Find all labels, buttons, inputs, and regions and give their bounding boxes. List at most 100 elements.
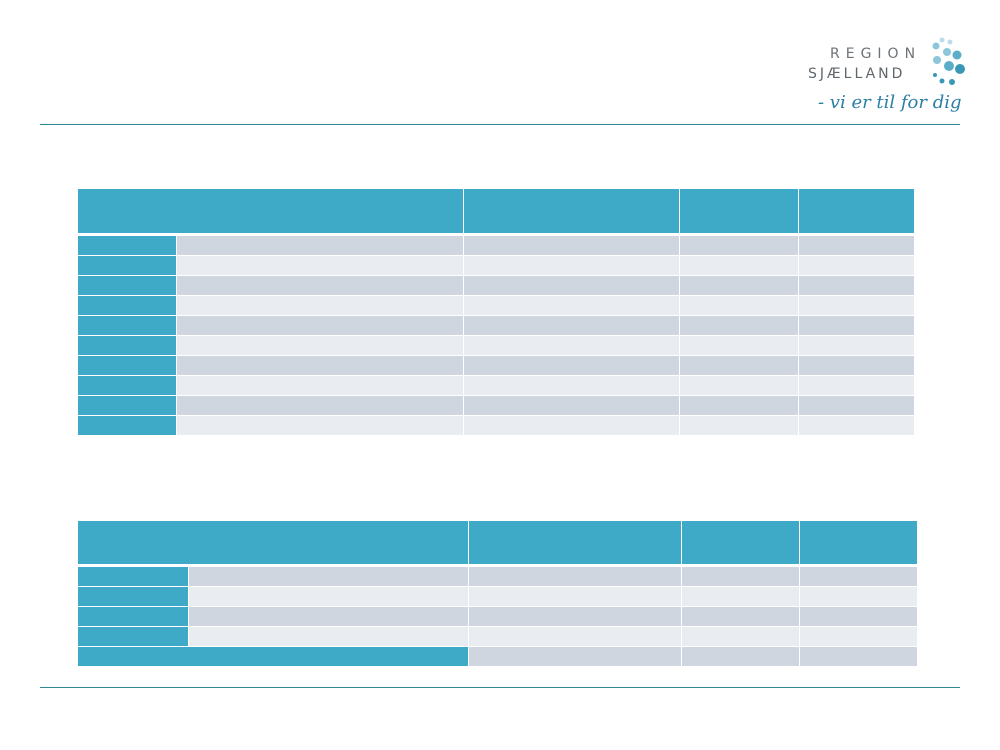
table-cell (463, 375, 680, 396)
table-cell (463, 415, 680, 436)
table-cell (681, 586, 800, 607)
table-cell (798, 234, 915, 256)
total-label-cell (78, 646, 469, 667)
row-label-cell (78, 395, 177, 416)
table-cell (799, 606, 918, 627)
table-cell (188, 586, 469, 607)
table-cell (176, 395, 464, 416)
table-cell (468, 646, 682, 667)
table-cell (679, 234, 799, 256)
header-cell (78, 189, 464, 236)
row-label-cell (78, 234, 177, 256)
table-cell (679, 295, 799, 316)
table-cell (176, 295, 464, 316)
table-cell (799, 646, 918, 667)
table-cell (176, 234, 464, 256)
row-label-cell (78, 335, 177, 356)
table-row (78, 315, 915, 336)
table-cell (679, 315, 799, 336)
row-label-cell (78, 415, 177, 436)
table-cell (798, 335, 915, 356)
table-row (78, 234, 915, 256)
logo-dot (955, 64, 965, 74)
region-sjaelland-logo: REGION SJÆLLAND - vi er til for dig (800, 36, 970, 126)
table-cell (679, 395, 799, 416)
table-cell (681, 565, 800, 587)
logo-dot (952, 50, 962, 60)
table-row (78, 415, 915, 436)
row-label-cell (78, 626, 189, 647)
table-cell (468, 565, 682, 587)
header-cell (798, 189, 915, 236)
table-cell (463, 335, 680, 356)
table-row (78, 395, 915, 416)
table-row (78, 586, 918, 607)
table-cell (681, 646, 800, 667)
table-row (78, 606, 918, 627)
row-label-cell (78, 355, 177, 376)
table-cell (176, 355, 464, 376)
table-cell (798, 355, 915, 376)
table-row (78, 355, 915, 376)
table-cell (176, 335, 464, 356)
table-row (78, 565, 918, 587)
table-cell (188, 606, 469, 627)
row-label-cell (78, 275, 177, 296)
table-cell (468, 606, 682, 627)
row-label-cell (78, 586, 189, 607)
table-row (78, 295, 915, 316)
table-header-row (78, 521, 918, 567)
table-cell (679, 255, 799, 276)
footer-divider (40, 687, 960, 688)
logo-dots-icon (932, 37, 965, 85)
header-divider (40, 124, 960, 125)
logo-dot (932, 42, 940, 50)
logo-dot (947, 39, 953, 45)
table-cell (176, 415, 464, 436)
table-row (78, 375, 915, 396)
row-label-cell (78, 315, 177, 336)
table-cell (679, 415, 799, 436)
header-cell (679, 189, 799, 236)
table-header-row (78, 189, 915, 236)
table-cell (463, 255, 680, 276)
row-label-cell (78, 255, 177, 276)
header-cell (463, 189, 680, 236)
table-cell (176, 315, 464, 336)
table-cell (681, 626, 800, 647)
logo-text-sjaelland: SJÆLLAND (808, 66, 906, 82)
table-cell (799, 565, 918, 587)
header-cell (468, 521, 682, 567)
logo-text-region: REGION (830, 46, 922, 62)
table-cell (468, 626, 682, 647)
logo-dot (943, 48, 951, 56)
table-cell (798, 315, 915, 336)
table-cell (468, 586, 682, 607)
table-cell (798, 415, 915, 436)
header-cell (681, 521, 800, 567)
table-cell (463, 275, 680, 296)
table-cell (463, 395, 680, 416)
logo-dot (949, 79, 955, 85)
row-label-cell (78, 295, 177, 316)
row-label-cell (78, 375, 177, 396)
table-cell (463, 355, 680, 376)
table-cell (679, 375, 799, 396)
header-cell (78, 521, 469, 567)
logo-dot (939, 37, 945, 43)
table-row (78, 255, 915, 276)
table-cell (463, 295, 680, 316)
table-cell (681, 606, 800, 627)
table-cell (798, 295, 915, 316)
table-1 (78, 189, 915, 436)
logo-tagline: - vi er til for dig (818, 92, 962, 113)
table-cell (679, 335, 799, 356)
table-cell (463, 315, 680, 336)
logo-dot (939, 78, 945, 84)
table-cell (798, 375, 915, 396)
table-cell (463, 234, 680, 256)
table-row (78, 626, 918, 647)
table-total-row (78, 646, 918, 667)
table-cell (176, 275, 464, 296)
table-cell (798, 275, 915, 296)
